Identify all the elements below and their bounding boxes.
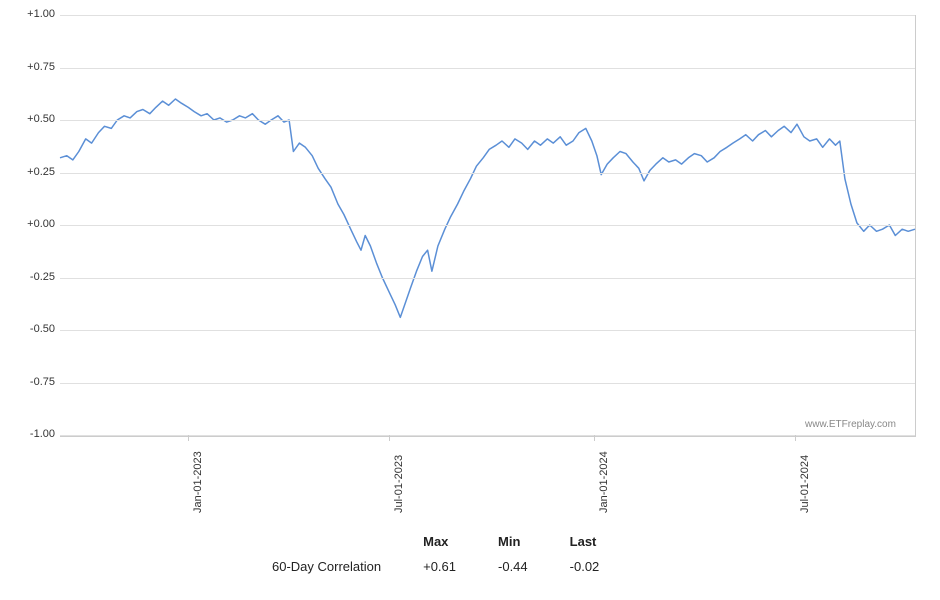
correlation-chart: +1.00+0.75+0.50+0.25+0.00-0.25-0.50-0.75… [0,0,940,600]
col-min: Min [478,534,548,557]
col-max: Max [403,534,476,557]
summary-table: Max Min Last 60-Day Correlation +0.61 -0… [250,532,621,576]
watermark: www.ETFreplay.com [805,419,896,430]
summary-label: 60-Day Correlation [252,559,401,574]
val-last: -0.02 [550,559,620,574]
col-last: Last [550,534,620,557]
val-max: +0.61 [403,559,476,574]
val-min: -0.44 [478,559,548,574]
